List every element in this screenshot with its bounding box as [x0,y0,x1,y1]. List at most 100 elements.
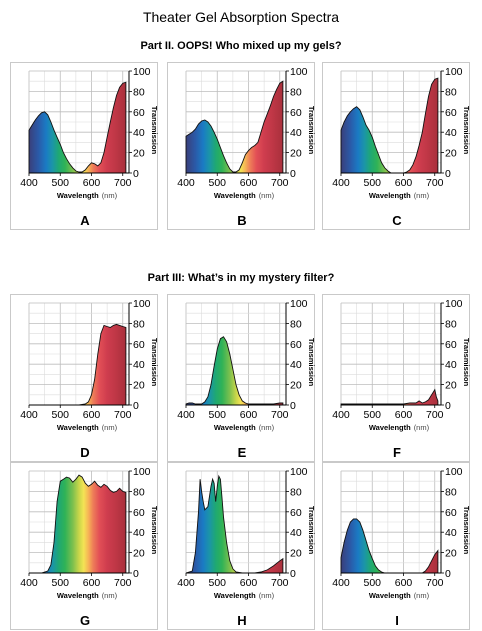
x-tick-label: 700 [426,409,444,421]
x-axis-label: Wavelength (nm) [57,191,118,200]
x-tick-label: 600 [240,577,258,589]
y-tick-label: 100 [290,298,308,310]
x-tick-label: 600 [395,409,413,421]
x-tick-label: 400 [332,177,350,189]
x-tick-label: 400 [332,409,350,421]
y-tick-label: 60 [290,339,302,351]
x-tick-label: 600 [240,409,258,421]
y-tick-label: 60 [133,339,145,351]
y-tick-label: 20 [290,380,302,392]
y-axis-label: Transmission [307,506,316,555]
spectrum-area [29,323,127,406]
chart-panel-g: 400 500 600 700 0 20 40 60 80 100 Wavelength (nm) Tr… [10,462,159,630]
chart-panel-h: 400 500 600 700 0 20 40 60 80 100 Wavelength (nm) Tr… [167,462,316,630]
spectrum-area [185,336,284,406]
panel-label: H [237,613,247,628]
x-tick-label: 500 [208,177,226,189]
y-tick-label: 20 [445,148,457,160]
y-tick-label: 100 [445,298,463,310]
y-tick-label: 40 [445,127,457,139]
y-tick-label: 40 [133,527,145,539]
y-tick-label: 40 [445,527,457,539]
y-axis-label: Transmission [307,106,316,155]
panel-label: I [395,613,399,628]
y-tick-label: 80 [445,86,457,98]
y-tick-label: 40 [290,127,302,139]
y-tick-label: 0 [290,400,296,412]
chart-panel-b: 400 500 600 700 0 20 40 60 80 100 Wavelength (nm) Tr… [167,62,316,230]
panel-label: G [79,613,91,628]
x-tick-label: 400 [177,177,195,189]
y-tick-label: 20 [290,548,302,560]
y-tick-label: 100 [290,66,308,78]
spectrum-area [340,77,439,174]
y-tick-label: 40 [445,359,457,371]
panel-label: C [392,213,402,228]
panel-label: B [237,213,247,228]
y-tick-label: 100 [445,66,463,78]
spectrum-area [28,81,127,174]
y-tick-label: 60 [133,107,145,119]
y-tick-label: 20 [133,148,145,160]
spectrum-area [340,388,439,406]
x-tick-label: 600 [395,577,413,589]
x-tick-label: 600 [83,577,101,589]
y-tick-label: 60 [290,507,302,519]
x-axis-label: Wavelength (nm) [214,423,275,432]
x-axis-label: Wavelength (nm) [57,423,118,432]
y-axis-label: Transmission [307,338,316,387]
y-tick-label: 60 [445,107,457,119]
y-tick-label: 80 [133,86,145,98]
y-tick-label: 0 [290,168,296,180]
chart-panel-a: 400 500 600 700 0 20 40 60 80 100 Wavelength (nm) Tr… [10,62,159,230]
y-tick-label: 20 [133,380,145,392]
x-tick-label: 700 [271,409,289,421]
x-tick-label: 500 [363,177,381,189]
y-tick-label: 0 [445,400,451,412]
x-tick-label: 400 [332,577,350,589]
y-tick-label: 20 [445,380,457,392]
panel-label: E [237,445,247,460]
x-axis-label: Wavelength (nm) [369,423,430,432]
x-tick-label: 700 [114,577,132,589]
spectrum-area [185,474,284,574]
x-tick-label: 700 [426,177,444,189]
x-tick-label: 500 [51,177,69,189]
chart-panel-i: 400 500 600 700 0 20 40 60 80 100 Wavelength (nm) Tr… [322,462,471,630]
y-tick-label: 100 [133,466,151,478]
y-tick-label: 100 [290,466,308,478]
y-axis-label: Transmission [462,106,471,155]
y-tick-label: 60 [445,507,457,519]
x-tick-label: 400 [177,577,195,589]
x-tick-label: 600 [83,409,101,421]
y-tick-label: 40 [133,359,145,371]
y-tick-label: 20 [290,148,302,160]
x-tick-label: 600 [83,177,101,189]
x-tick-label: 700 [426,577,444,589]
y-tick-label: 40 [290,359,302,371]
x-axis-label: Wavelength (nm) [57,591,118,600]
x-tick-label: 500 [208,577,226,589]
y-tick-label: 0 [445,168,451,180]
spectrum-area [340,518,439,574]
chart-panel-c: 400 500 600 700 0 20 40 60 80 100 Wavelength (nm) Tr… [322,62,471,230]
x-axis-label: Wavelength (nm) [214,591,275,600]
y-tick-label: 60 [445,339,457,351]
y-tick-label: 0 [133,568,139,580]
x-tick-label: 500 [51,409,69,421]
x-tick-label: 700 [114,177,132,189]
panel-label: F [393,445,401,460]
x-axis-label: Wavelength (nm) [214,191,275,200]
y-tick-label: 20 [445,548,457,560]
x-tick-label: 600 [395,177,413,189]
y-tick-label: 20 [133,548,145,560]
chart-panel-e: 400 500 600 700 0 20 40 60 80 100 Wavelength (nm) Tr… [167,294,316,462]
y-axis-label: Transmission [462,506,471,555]
x-tick-label: 400 [20,577,38,589]
